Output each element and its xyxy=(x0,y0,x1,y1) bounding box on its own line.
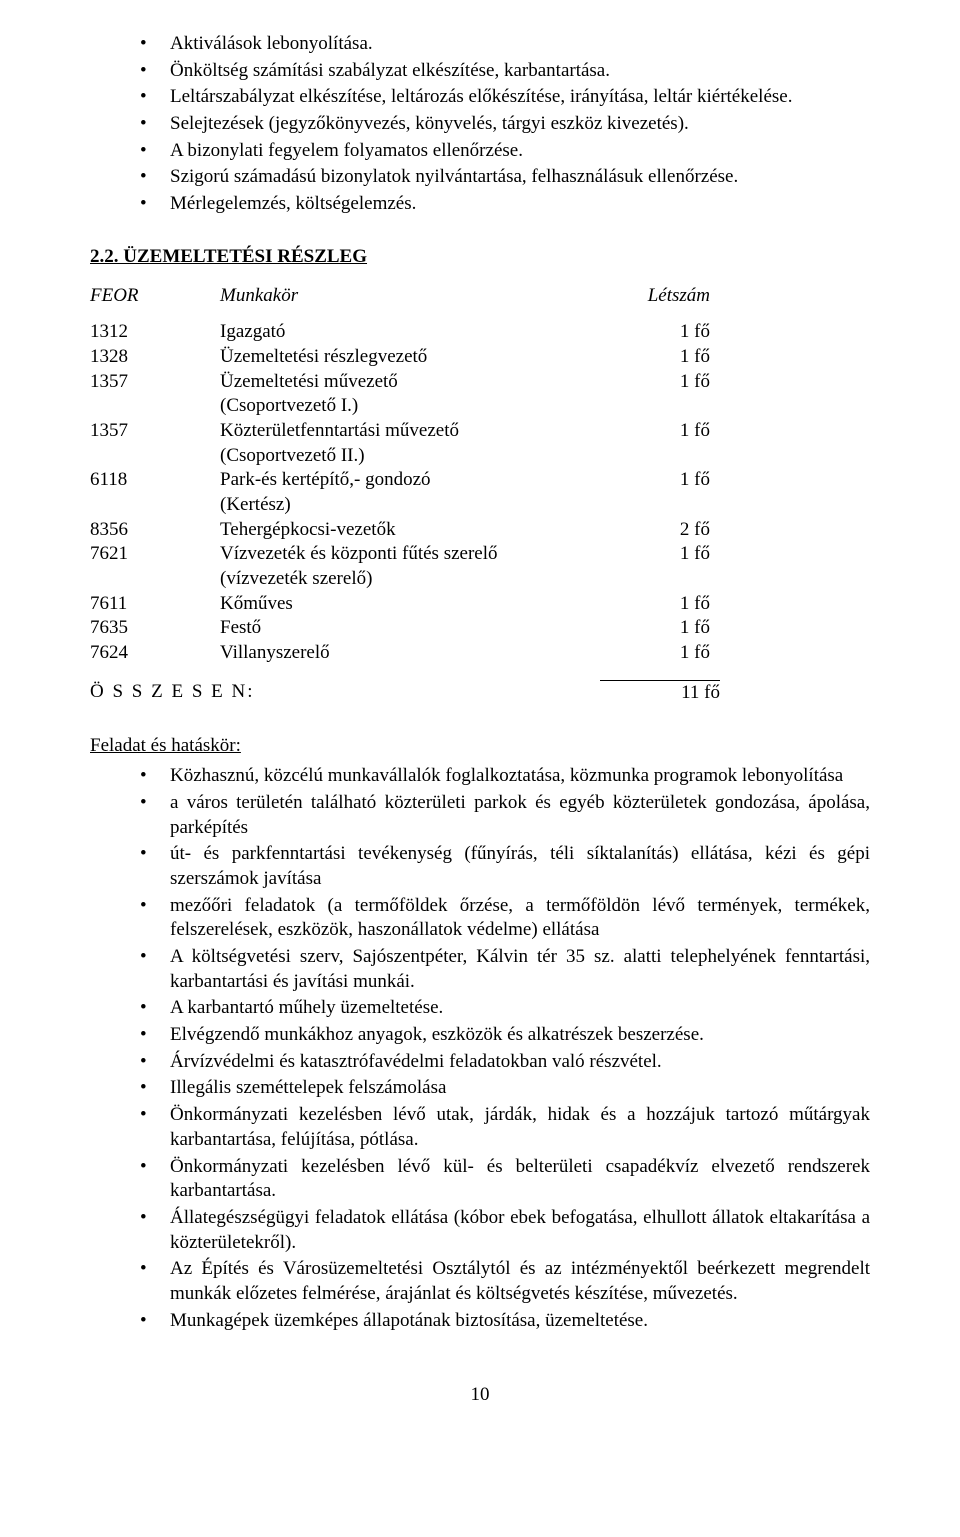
cell-job: Közterületfenntartási művezető (Csoportv… xyxy=(220,419,600,468)
total-row: Ö S S Z E S E N: 11 fő xyxy=(90,680,870,706)
top-bullet-list: Aktiválások lebonyolítása.Önköltség szám… xyxy=(90,32,870,217)
list-item: út- és parkfenntartási tevékenység (fűny… xyxy=(140,842,870,891)
cell-feor: 7635 xyxy=(90,616,220,641)
cell-job: Üzemeltetési művezető (Csoportvezető I.) xyxy=(220,370,600,419)
cell-job: Igazgató xyxy=(220,320,600,345)
table-row: 1357Közterületfenntartási művezető (Csop… xyxy=(90,419,720,468)
cell-count: 1 fő xyxy=(600,592,720,617)
table-row: 1357Üzemeltetési művezető (Csoportvezető… xyxy=(90,370,720,419)
th-count: Létszám xyxy=(600,284,720,321)
table-row: 1328Üzemeltetési részlegvezető1 fő xyxy=(90,345,720,370)
table-row: 1312Igazgató1 fő xyxy=(90,320,720,345)
cell-count: 1 fő xyxy=(600,370,720,419)
table-row: 7624Villanyszerelő1 fő xyxy=(90,641,720,666)
cell-feor: 6118 xyxy=(90,468,220,517)
cell-feor: 1328 xyxy=(90,345,220,370)
cell-feor: 1357 xyxy=(90,419,220,468)
table-row: 7611Kőműves1 fő xyxy=(90,592,720,617)
cell-count: 2 fő xyxy=(600,518,720,543)
cell-count: 1 fő xyxy=(600,419,720,468)
list-item: Leltárszabályzat elkészítése, leltározás… xyxy=(140,85,870,110)
table-row: 8356Tehergépkocsi-vezetők2 fő xyxy=(90,518,720,543)
cell-feor: 7611 xyxy=(90,592,220,617)
cell-job: Kőműves xyxy=(220,592,600,617)
list-item: Illegális szeméttelepek felszámolása xyxy=(140,1076,870,1101)
list-item: A bizonylati fegyelem folyamatos ellenőr… xyxy=(140,139,870,164)
section-title: 2.2. ÜZEMELTETÉSI RÉSZLEG xyxy=(90,245,870,270)
list-item: Szigorú számadású bizonylatok nyilvántar… xyxy=(140,165,870,190)
list-item: Aktiválások lebonyolítása. xyxy=(140,32,870,57)
list-item: Mérlegelemzés, költségelemzés. xyxy=(140,192,870,217)
list-item: Selejtezések (jegyzőkönyvezés, könyvelés… xyxy=(140,112,870,137)
list-item: Az Építés és Városüzemeltetési Osztálytó… xyxy=(140,1257,870,1306)
list-item: Munkagépek üzemképes állapotának biztosí… xyxy=(140,1309,870,1334)
table-row: 7635Festő1 fő xyxy=(90,616,720,641)
list-item: A karbantartó műhely üzemeltetése. xyxy=(140,996,870,1021)
feor-table: FEOR Munkakör Létszám 1312Igazgató1 fő13… xyxy=(90,284,720,666)
table-row: 7621Vízvezeték és központi fűtés szerelő… xyxy=(90,542,720,591)
cell-count: 1 fő xyxy=(600,468,720,517)
list-item: Önkormányzati kezelésben lévő kül- és be… xyxy=(140,1155,870,1204)
list-item: A költségvetési szerv, Sajószentpéter, K… xyxy=(140,945,870,994)
table-row: 6118Park-és kertépítő,- gondozó (Kertész… xyxy=(90,468,720,517)
cell-count: 1 fő xyxy=(600,345,720,370)
list-item: a város területén található közterületi … xyxy=(140,791,870,840)
tasks-list: Közhasznú, közcélú munkavállalók foglalk… xyxy=(90,764,870,1333)
th-feor: FEOR xyxy=(90,284,220,321)
cell-count: 1 fő xyxy=(600,542,720,591)
list-item: Közhasznú, közcélú munkavállalók foglalk… xyxy=(140,764,870,789)
cell-feor: 8356 xyxy=(90,518,220,543)
list-item: Önköltség számítási szabályzat elkészíté… xyxy=(140,59,870,84)
cell-feor: 7621 xyxy=(90,542,220,591)
total-label: Ö S S Z E S E N: xyxy=(90,680,600,706)
list-item: mezőőri feladatok (a termőföldek őrzése,… xyxy=(140,894,870,943)
cell-feor: 1357 xyxy=(90,370,220,419)
cell-job: Park-és kertépítő,- gondozó (Kertész) xyxy=(220,468,600,517)
list-item: Árvízvédelmi és katasztrófavédelmi felad… xyxy=(140,1050,870,1075)
cell-job: Üzemeltetési részlegvezető xyxy=(220,345,600,370)
cell-feor: 1312 xyxy=(90,320,220,345)
cell-job: Festő xyxy=(220,616,600,641)
cell-count: 1 fő xyxy=(600,641,720,666)
cell-feor: 7624 xyxy=(90,641,220,666)
page-number: 10 xyxy=(90,1383,870,1408)
total-value: 11 fő xyxy=(600,680,720,706)
list-item: Elvégzendő munkákhoz anyagok, eszközök é… xyxy=(140,1023,870,1048)
cell-job: Villanyszerelő xyxy=(220,641,600,666)
th-job: Munkakör xyxy=(220,284,600,321)
cell-count: 1 fő xyxy=(600,616,720,641)
list-item: Állategészségügyi feladatok ellátása (kó… xyxy=(140,1206,870,1255)
cell-job: Tehergépkocsi-vezetők xyxy=(220,518,600,543)
cell-job: Vízvezeték és központi fűtés szerelő (ví… xyxy=(220,542,600,591)
list-item: Önkormányzati kezelésben lévő utak, járd… xyxy=(140,1103,870,1152)
tasks-heading: Feladat és hatáskör: xyxy=(90,734,870,759)
cell-count: 1 fő xyxy=(600,320,720,345)
